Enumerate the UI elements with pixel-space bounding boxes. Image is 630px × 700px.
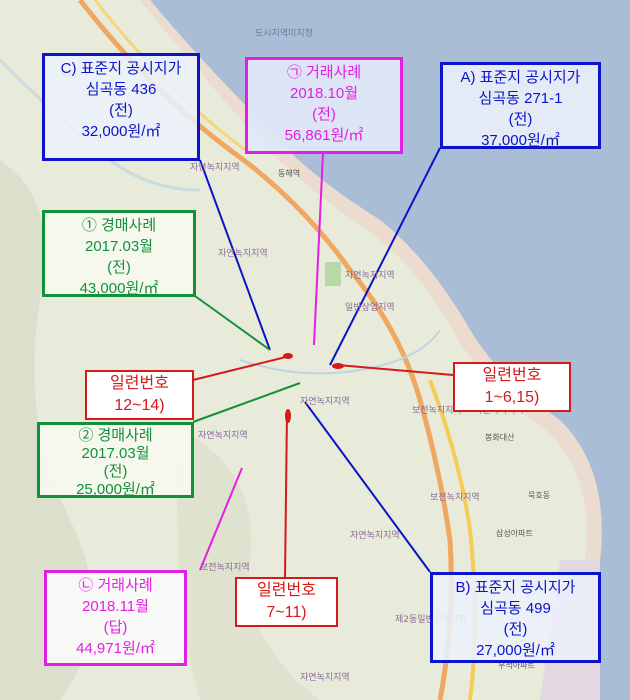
map-label: 도시지역미지정 bbox=[255, 29, 313, 39]
box-price: 27,000원/㎡ bbox=[476, 642, 555, 659]
subject-parcel-marker bbox=[332, 363, 344, 369]
sea bbox=[150, 0, 630, 700]
leader-line-s7-11 bbox=[284, 411, 288, 578]
box-land-type: (전) bbox=[103, 463, 128, 480]
standard-land-b-box: B) 표준지 공시지가 심곡동 499 (전) 27,000원/㎡ bbox=[430, 572, 601, 663]
map-label: 자연녹지지역 bbox=[190, 163, 240, 173]
map-label: 자연녹지지역 bbox=[198, 431, 248, 441]
box-price: 56,861원/㎡ bbox=[284, 127, 364, 144]
map-label: 일반상업지역 bbox=[345, 303, 395, 313]
box-address: 심곡동 499 bbox=[480, 600, 551, 617]
leader-line-auction1 bbox=[194, 295, 271, 351]
box-price: 43,000원/㎡ bbox=[79, 280, 159, 297]
box-land-type: (전) bbox=[107, 259, 131, 276]
map-label: 묵호동 bbox=[528, 491, 551, 500]
box-land-type: (전) bbox=[508, 111, 533, 128]
map-label: 봉화대산 bbox=[485, 433, 515, 442]
box-title: B) 표준지 공시지가 bbox=[455, 579, 576, 596]
box-price: 32,000원/㎡ bbox=[81, 123, 161, 140]
subject-parcel-marker bbox=[283, 353, 293, 359]
box-price: 37,000원/㎡ bbox=[481, 132, 560, 149]
map-label: 보전녹지지역 bbox=[200, 563, 250, 573]
serial-label-1-6-15: 일련번호1~6,15) bbox=[453, 362, 571, 412]
box-land-type: (전) bbox=[312, 106, 336, 123]
map-label: 자연녹지지역 bbox=[300, 397, 350, 407]
box-title: ㉠ 거래사례 bbox=[286, 64, 362, 81]
map-label: 자연녹지지역 bbox=[300, 673, 350, 683]
box-date: 2017.03월 bbox=[81, 445, 150, 462]
leader-line-c bbox=[199, 159, 271, 351]
box-date: 2018.10월 bbox=[289, 85, 359, 102]
leader-line-a bbox=[329, 147, 441, 366]
map-label: 자연녹지지역 bbox=[350, 531, 400, 541]
box-price: 44,971원/㎡ bbox=[76, 640, 155, 657]
box-land-type: (전) bbox=[503, 621, 528, 638]
transaction-ga-box: ㉠ 거래사례 2018.10월 (전) 56,861원/㎡ bbox=[245, 57, 403, 154]
auction-2-box: ② 경매사례 2017.03월 (전) 25,000원/㎡ bbox=[37, 422, 194, 498]
transaction-na-box: ㉡ 거래사례 2018.11월 (답) 44,971원/㎡ bbox=[44, 570, 187, 666]
map-label: 자연녹지지역 bbox=[345, 271, 395, 281]
box-title: A) 표준지 공시지가 bbox=[460, 69, 581, 86]
box-title: ㉡ 거래사례 bbox=[78, 577, 153, 594]
leader-line-ga bbox=[313, 152, 324, 346]
map-label: 동해역 bbox=[278, 169, 301, 178]
leader-line-s12-14 bbox=[192, 355, 291, 381]
box-address: 심곡동 436 bbox=[85, 81, 157, 98]
auction-1-box: ① 경매사례 2017.03월 (전) 43,000원/㎡ bbox=[42, 210, 196, 297]
serial-label-7-11: 일련번호7~11) bbox=[235, 577, 338, 627]
leader-line-na bbox=[199, 467, 243, 571]
box-title: C) 표준지 공시지가 bbox=[60, 60, 182, 77]
box-price: 25,000원/㎡ bbox=[76, 481, 155, 498]
box-title: ① 경매사례 bbox=[81, 217, 157, 234]
box-land-type: (전) bbox=[109, 102, 133, 119]
standard-land-a-box: A) 표준지 공시지가 심곡동 271-1 (전) 37,000원/㎡ bbox=[440, 62, 601, 149]
hills bbox=[0, 160, 93, 700]
box-title: ② 경매사례 bbox=[78, 427, 153, 444]
map-label: 보전녹지지역 bbox=[412, 406, 462, 416]
map-label: 보전녹지지역 bbox=[430, 493, 480, 503]
box-land-type: (답) bbox=[103, 619, 128, 636]
map-label: 우석아파트 bbox=[498, 661, 535, 670]
standard-land-c-box: C) 표준지 공시지가 심곡동 436 (전) 32,000원/㎡ bbox=[42, 53, 200, 161]
box-date: 2017.03월 bbox=[84, 238, 154, 255]
serial-label-12-14: 일련번호12~14) bbox=[85, 370, 194, 420]
leader-line-auction2 bbox=[192, 382, 301, 423]
map-label: 자연녹지지역 bbox=[218, 249, 268, 259]
map-label: 삼성아파트 bbox=[496, 529, 533, 538]
box-address: 심곡동 271-1 bbox=[478, 90, 563, 107]
subject-parcel-marker bbox=[285, 409, 291, 423]
leader-line-s1-6-15 bbox=[337, 364, 454, 376]
leader-line-b bbox=[304, 401, 431, 573]
box-date: 2018.11월 bbox=[82, 598, 149, 615]
